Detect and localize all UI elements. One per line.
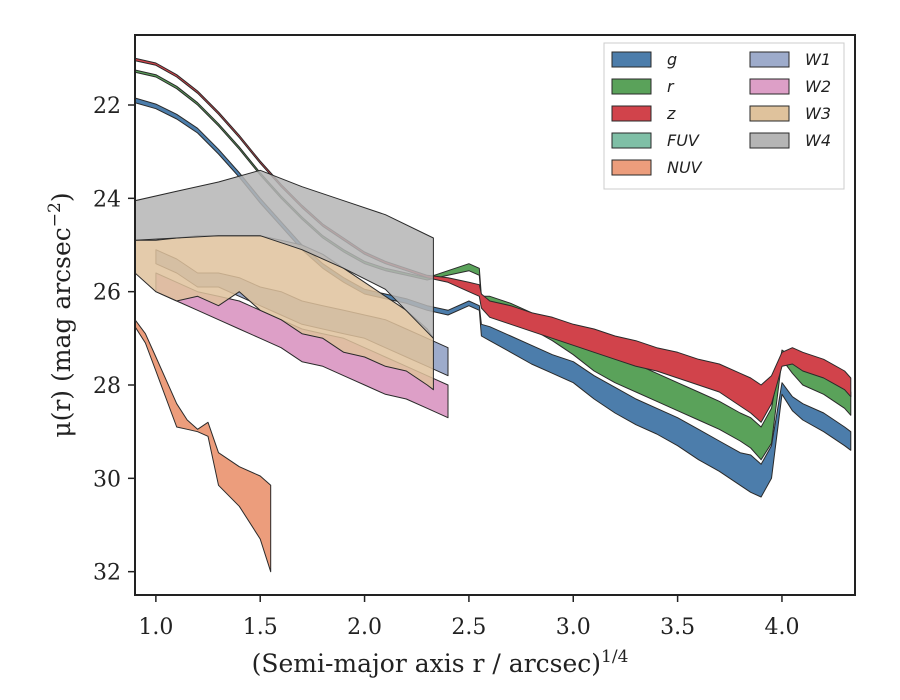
legend-label-w3: W3 [805,104,831,123]
x-tick-label: 1.5 [243,615,278,640]
y-tick-label: 24 [93,187,121,212]
legend-swatch-w3 [749,105,790,122]
legend-swatch-z [611,105,652,122]
band-w4 [135,169,434,339]
legend-swatch-w2 [749,78,790,95]
x-tick-label: 2.5 [451,615,486,640]
legend-label-nuv: NUV [667,158,703,177]
y-tick-label: 30 [93,467,121,492]
legend-label-w2: W2 [805,77,831,96]
y-axis-label: μ(r) (mag arcsec−2) [45,192,76,437]
legend-label-w1: W1 [805,50,831,69]
legend-swatch-nuv [611,159,652,176]
legend-swatch-g [611,51,652,68]
band-nuv [135,319,272,573]
x-tick-label: 4.0 [764,615,799,640]
y-tick-label: 28 [93,374,121,399]
x-axis-label: (Semi-major axis r / arcsec)1/4 [252,647,629,678]
legend-label-r: r [667,77,675,96]
legend-label-g: g [667,50,677,69]
legend: grz FUV NUV W1 W2 W3 W4 [603,42,845,190]
y-tick-label: 26 [93,281,121,306]
legend-label-fuv: FUV [667,131,700,150]
legend-swatch-fuv [611,132,652,149]
x-tick-label: 1.0 [138,615,173,640]
legend-swatch-w1 [749,51,790,68]
y-tick-label: 32 [93,561,121,586]
x-tick-label: 3.0 [556,615,591,640]
y-axis-ticks: 22 24 26 28 30 32 [93,94,135,586]
legend-label-z: z [666,104,676,123]
x-axis-ticks: 1.0 1.5 2.0 2.5 3.0 3.5 4.0 [138,595,799,640]
y-tick-label: 22 [93,94,121,119]
plot-frame [134,34,856,596]
profile-bands [135,57,852,573]
legend-swatch-w4 [749,132,790,149]
legend-swatch-r [611,78,652,95]
x-tick-label: 3.5 [660,615,695,640]
legend-items: grz FUV NUV W1 W2 W3 W4 [611,50,831,177]
x-tick-label: 2.0 [347,615,382,640]
legend-label-w4: W4 [805,131,831,150]
